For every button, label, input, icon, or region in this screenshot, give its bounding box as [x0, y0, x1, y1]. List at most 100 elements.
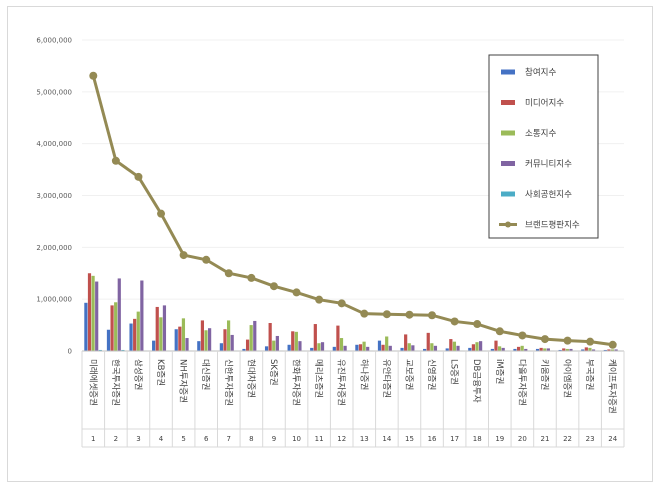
- line-point: [428, 311, 437, 320]
- category-label: KB증권: [155, 359, 166, 386]
- bar: [400, 347, 404, 351]
- bar: [95, 281, 99, 351]
- category-label: 한국투자증권: [110, 359, 121, 406]
- legend-swatch: [501, 130, 515, 136]
- category-label: 신한투자증권: [223, 359, 234, 406]
- bar: [471, 344, 476, 351]
- bar: [317, 343, 321, 351]
- bar: [117, 278, 121, 351]
- y-tick-label: 5,000,000: [36, 88, 72, 96]
- category-label: 유진투자증권: [336, 359, 347, 406]
- line-point: [247, 273, 256, 282]
- rank-label: 23: [586, 435, 595, 443]
- line-point: [224, 269, 233, 278]
- line-point: [111, 156, 120, 165]
- line-point: [157, 209, 166, 218]
- bar: [287, 344, 291, 351]
- bar: [133, 318, 137, 351]
- bar: [433, 345, 438, 351]
- category-label: 현대차증권: [245, 359, 256, 398]
- line-point: [586, 337, 595, 346]
- bar: [407, 343, 411, 351]
- category-label: iM증권: [494, 359, 505, 384]
- bar: [245, 339, 250, 351]
- bar: [208, 328, 212, 351]
- bar: [136, 311, 140, 351]
- category-label: 메리츠증권: [313, 359, 324, 398]
- bar: [366, 346, 370, 351]
- y-tick-label: 0: [68, 348, 72, 356]
- rank-label: 17: [450, 435, 459, 443]
- bar: [339, 338, 344, 351]
- bar: [114, 302, 118, 351]
- bar: [377, 340, 382, 351]
- bar: [355, 344, 359, 351]
- bar: [516, 346, 521, 351]
- category-label: 삼성증권: [132, 359, 143, 390]
- line-point: [89, 71, 98, 80]
- bar: [581, 349, 585, 351]
- category-label: 다올투자증권: [516, 359, 527, 406]
- line-point: [473, 320, 482, 329]
- bar: [445, 348, 449, 351]
- bar: [497, 346, 502, 351]
- bar: [320, 342, 325, 351]
- bar: [91, 275, 95, 351]
- rank-label: 10: [292, 435, 301, 443]
- line-point: [382, 310, 391, 319]
- bar: [268, 323, 272, 351]
- y-tick-label: 4,000,000: [36, 140, 72, 148]
- bar: [449, 339, 453, 351]
- bar: [614, 349, 618, 351]
- category-label: 키움증권: [539, 359, 550, 390]
- bar: [336, 325, 340, 351]
- bar: [535, 348, 540, 351]
- bar: [543, 348, 547, 351]
- rank-label: 11: [315, 435, 324, 443]
- bar: [204, 330, 208, 351]
- bar: [155, 306, 159, 351]
- y-tick-label: 6,000,000: [36, 37, 72, 45]
- category-label: DB금융투자: [471, 359, 481, 403]
- category-label: NH투자증권: [178, 359, 189, 403]
- rank-label: 7: [227, 435, 231, 443]
- bar: [275, 335, 279, 351]
- bar: [558, 349, 562, 351]
- category-label: 한화투자증권: [291, 359, 302, 406]
- chart-frame: 0 1,000,000 2,000,000 3,000,000 4,000,000 5,0…: [7, 6, 653, 482]
- rank-label: 14: [382, 435, 391, 443]
- bar: [178, 326, 182, 351]
- category-label: 부국증권: [584, 359, 595, 390]
- bar: [562, 348, 566, 351]
- bar: [253, 320, 257, 351]
- bar: [185, 338, 189, 351]
- rank-label: 8: [249, 435, 253, 443]
- bar: [456, 345, 460, 351]
- bar: [423, 348, 427, 351]
- line-point: [134, 172, 143, 181]
- gridlines: [82, 39, 624, 300]
- bar: [230, 334, 234, 351]
- rank-label: 6: [204, 435, 209, 443]
- bar: [181, 318, 186, 351]
- rank-label: 5: [181, 435, 185, 443]
- rank-label: 4: [159, 435, 164, 443]
- legend-label: 소통지수: [525, 129, 556, 139]
- rank-label: 22: [563, 435, 572, 443]
- bar: [362, 341, 366, 351]
- rank-label: 15: [405, 435, 414, 443]
- category-label: 하나증권: [358, 359, 369, 390]
- bar: [264, 346, 269, 351]
- bar: [546, 348, 550, 351]
- bar: [452, 341, 457, 351]
- legend-label: 참여지수: [525, 67, 556, 78]
- bar: [513, 348, 517, 351]
- line-point: [563, 336, 572, 345]
- y-tick-label: 1,000,000: [36, 296, 72, 304]
- bar: [588, 347, 592, 351]
- bar: [152, 340, 156, 351]
- bar: [106, 329, 111, 351]
- bar: [381, 344, 385, 351]
- bar: [591, 349, 596, 351]
